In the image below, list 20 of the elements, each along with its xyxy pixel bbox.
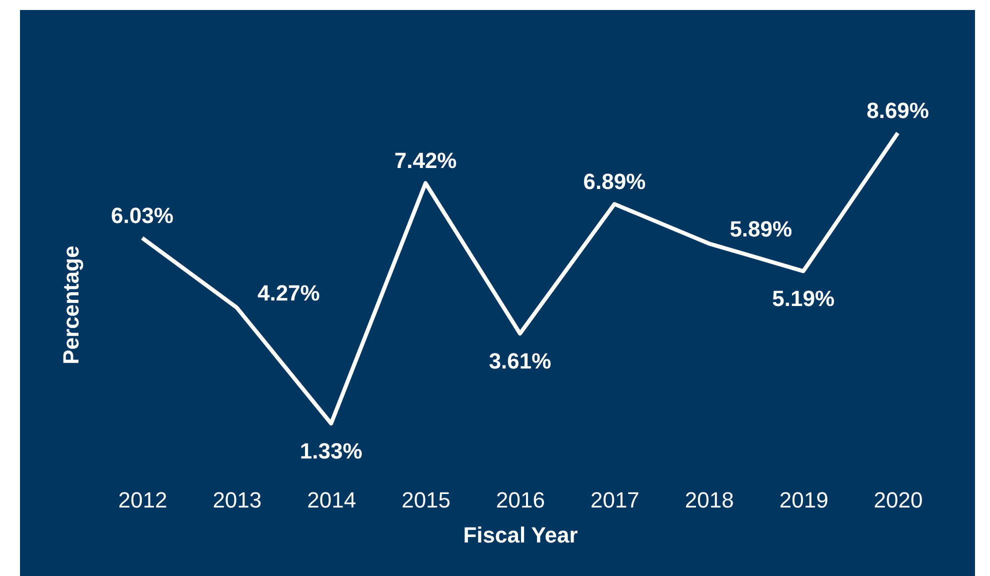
- x-tick-label: 2012: [118, 488, 168, 512]
- x-tick-label: 2014: [307, 488, 356, 512]
- data-label: 6.03%: [111, 202, 174, 228]
- x-tick-label: 2013: [212, 488, 262, 512]
- data-label: 7.42%: [394, 148, 457, 174]
- x-tick-label: 2020: [874, 488, 923, 512]
- x-tick-label: 2017: [590, 488, 640, 512]
- data-label: 1.33%: [300, 438, 362, 464]
- x-tick-label: 2015: [402, 488, 451, 512]
- x-tick-label: 2018: [684, 488, 734, 512]
- data-label: 5.19%: [772, 286, 835, 312]
- x-axis-title: Fiscal Year: [463, 522, 578, 548]
- data-label: 4.27%: [257, 280, 320, 306]
- x-tick-label: 2016: [496, 488, 545, 512]
- data-label: 5.89%: [730, 216, 792, 242]
- data-label: 8.69%: [866, 98, 929, 123]
- data-label: 3.61%: [488, 348, 552, 374]
- y-axis-title: Percentage: [58, 246, 84, 364]
- x-tick-label: 2019: [779, 488, 828, 512]
- data-label: 6.89%: [583, 169, 646, 194]
